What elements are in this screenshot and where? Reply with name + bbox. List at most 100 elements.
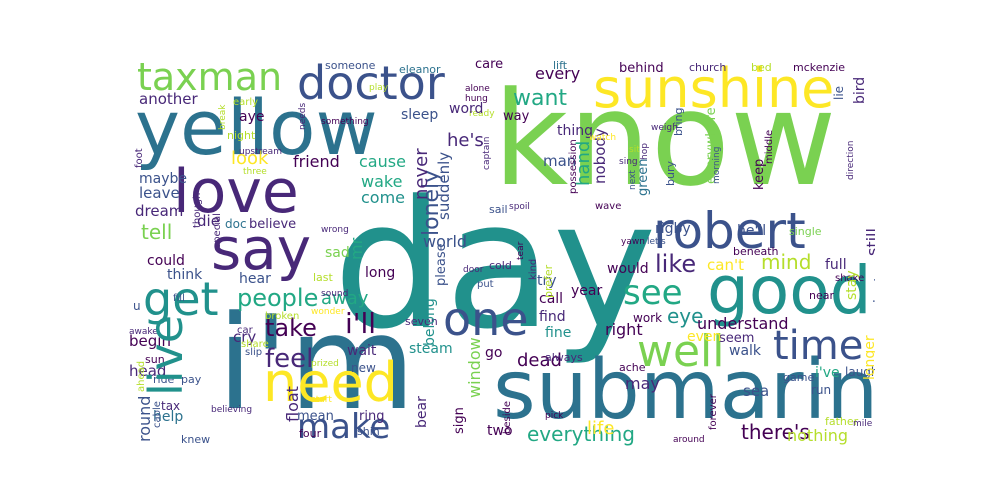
- word: aye: [239, 109, 265, 125]
- word: doctor: [297, 56, 445, 110]
- word: away: [321, 288, 369, 309]
- word: nineteen: [872, 250, 875, 312]
- word: i'll: [345, 307, 377, 340]
- word: broken: [265, 311, 300, 322]
- word: sleep: [401, 107, 439, 123]
- word: something: [321, 117, 369, 127]
- word: never: [411, 148, 432, 200]
- word: father: [825, 415, 859, 428]
- word: beside: [502, 401, 513, 434]
- word: sit: [629, 145, 640, 155]
- word: sail: [489, 203, 508, 216]
- word: prefer: [542, 264, 555, 298]
- word: tell: [141, 220, 173, 244]
- word: sound: [321, 289, 349, 299]
- word: direction: [846, 140, 856, 180]
- word: longer: [862, 335, 875, 380]
- word: every: [535, 64, 581, 83]
- word: shin: [357, 425, 380, 438]
- word: wonder: [311, 307, 345, 317]
- word: submarine: [493, 343, 875, 438]
- word: mr: [347, 237, 366, 260]
- word: behind: [619, 61, 664, 76]
- word: round: [135, 395, 154, 442]
- word: three: [243, 167, 267, 177]
- word: get: [143, 272, 219, 326]
- word: sign: [452, 407, 467, 434]
- word: help: [153, 409, 184, 425]
- word: bed: [751, 61, 772, 74]
- word: sea: [743, 382, 770, 400]
- word: head: [129, 362, 167, 380]
- word: wake: [361, 172, 403, 191]
- word: say: [211, 215, 312, 283]
- word: maybe: [139, 171, 188, 187]
- word: bury: [664, 161, 677, 186]
- word: morning: [712, 146, 722, 184]
- word: seven: [405, 315, 438, 328]
- word: look: [231, 148, 269, 169]
- word: cable: [152, 401, 163, 428]
- word: lift: [553, 59, 568, 72]
- word: long: [365, 265, 396, 281]
- word: last: [313, 271, 333, 284]
- word: float: [283, 386, 302, 422]
- word: friend: [293, 152, 340, 171]
- word: life: [587, 418, 615, 439]
- word: spoil: [509, 202, 530, 212]
- word: ache: [619, 361, 646, 374]
- word: special: [212, 213, 223, 248]
- word: ahead: [136, 360, 147, 392]
- word: rigby: [655, 221, 691, 237]
- word: man: [543, 152, 577, 170]
- word: understand: [697, 314, 789, 333]
- word: shake: [835, 273, 865, 284]
- word: everything: [527, 422, 635, 446]
- word: start: [311, 395, 332, 405]
- word: upstream: [239, 147, 282, 157]
- word: bird: [852, 76, 868, 104]
- word: near: [809, 289, 835, 302]
- word: kind: [528, 258, 539, 280]
- word: laugh: [845, 365, 875, 379]
- word: i'm: [217, 287, 416, 439]
- word: seem: [719, 331, 755, 346]
- word: church: [689, 61, 727, 74]
- word: well: [637, 326, 725, 377]
- word: people: [237, 284, 319, 312]
- word-cloud: day know i'm submarine yellow sunshine g…: [125, 50, 875, 450]
- word: watch: [589, 133, 617, 143]
- word: world: [423, 232, 468, 251]
- word: mean: [297, 409, 334, 424]
- word: forever: [708, 394, 719, 430]
- word: knew: [181, 433, 211, 446]
- word: middle: [764, 129, 775, 164]
- word: alone: [465, 84, 490, 94]
- word: come: [361, 188, 406, 207]
- word: sun: [145, 353, 165, 366]
- word: eleanor: [399, 63, 441, 76]
- word: taxman: [137, 55, 283, 99]
- word: pay: [181, 373, 202, 386]
- word: yawn: [621, 237, 645, 247]
- word: possession: [568, 139, 579, 194]
- word: ride: [153, 373, 175, 386]
- word: live: [139, 314, 193, 396]
- word: fill: [173, 293, 185, 304]
- word: time: [773, 323, 864, 369]
- word: wait: [347, 343, 377, 359]
- word: right: [605, 320, 643, 339]
- word: work: [633, 311, 663, 325]
- word: robert: [653, 202, 806, 260]
- word: believe: [249, 217, 297, 232]
- word: ring: [359, 409, 385, 424]
- word: tax: [161, 399, 181, 413]
- word: awake: [129, 327, 158, 337]
- word: game: [783, 371, 815, 384]
- word: cause: [359, 152, 406, 171]
- word: ready: [469, 109, 495, 119]
- word: another: [139, 90, 198, 108]
- word: mind: [761, 250, 812, 274]
- word: two: [487, 423, 513, 439]
- word: though: [192, 192, 203, 228]
